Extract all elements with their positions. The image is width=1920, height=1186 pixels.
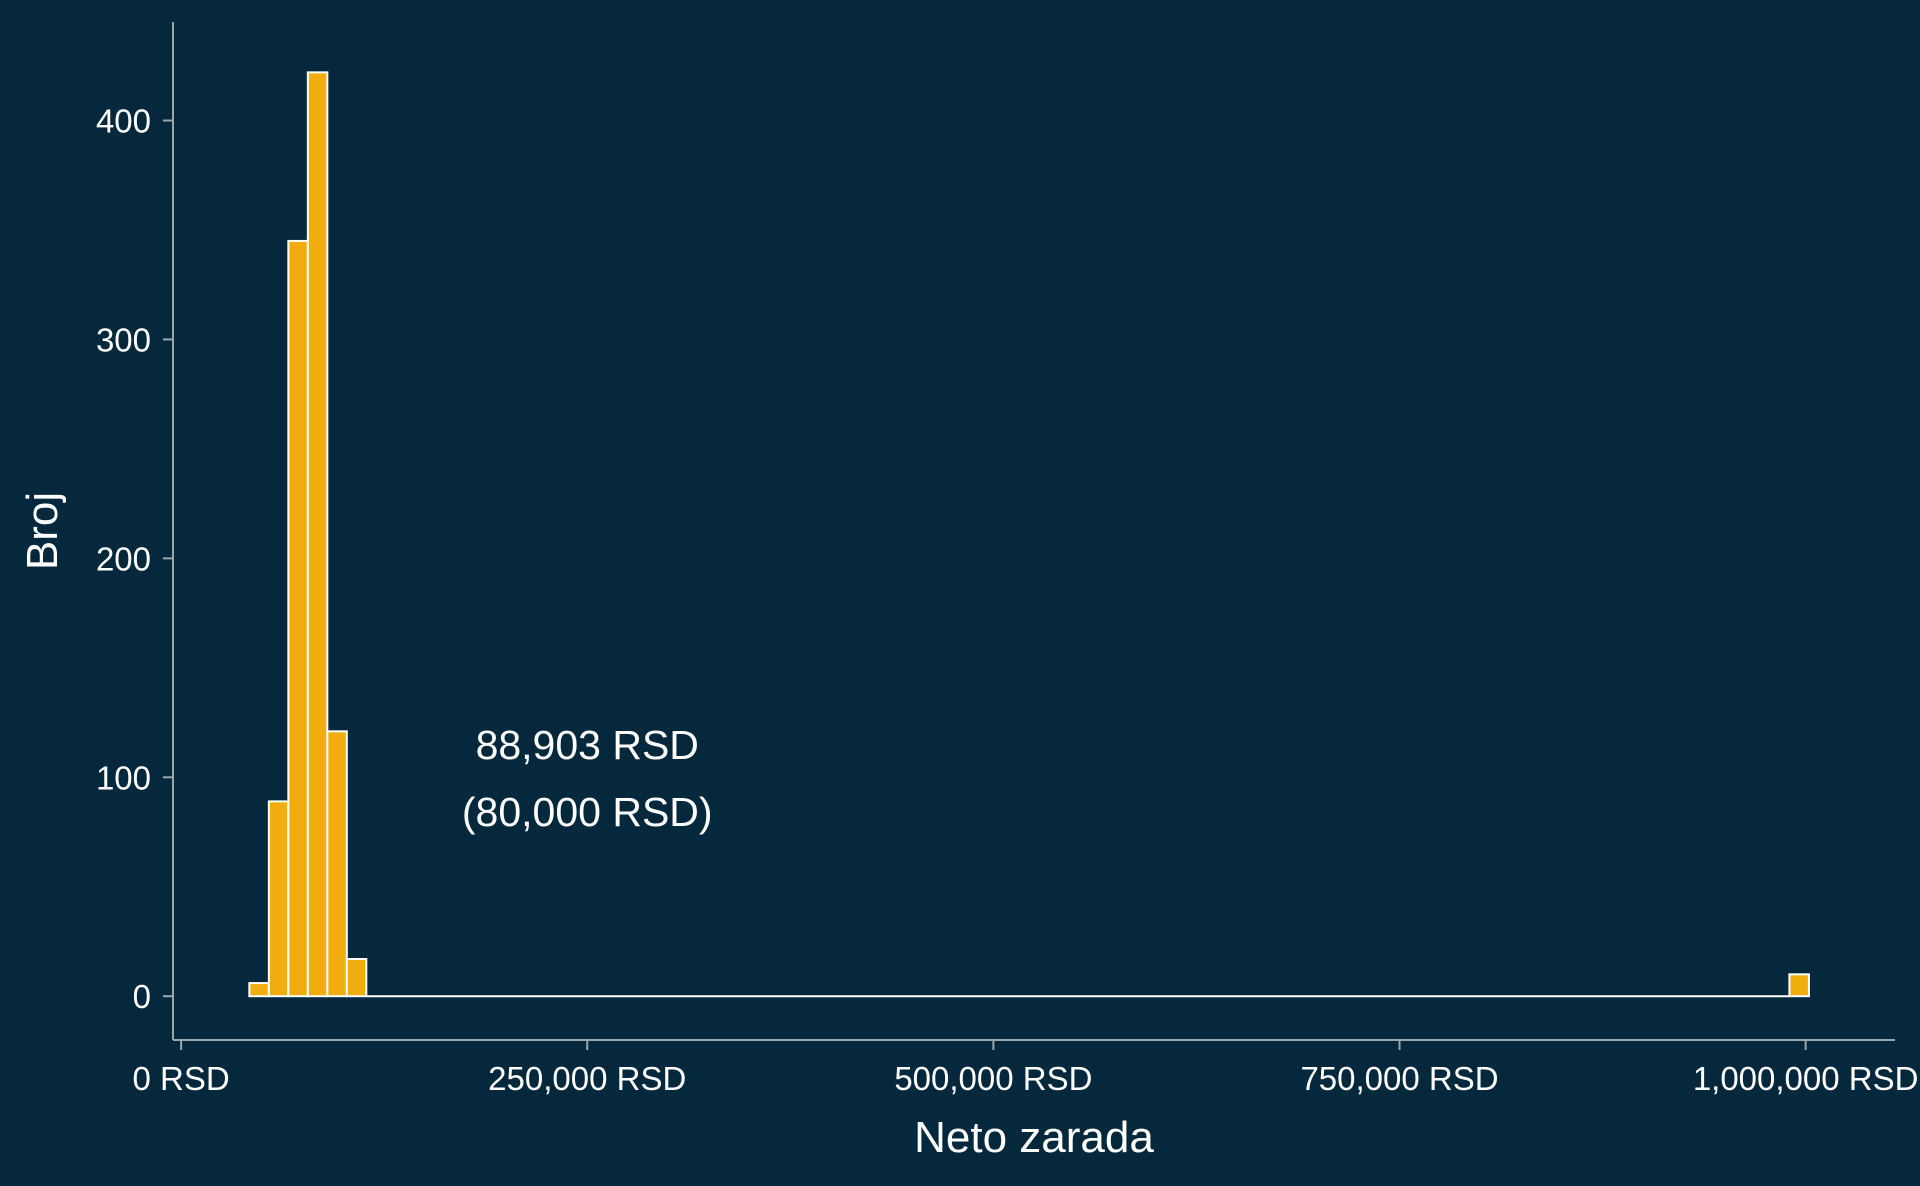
annotation-mean: 88,903 RSD [476,722,699,768]
x-tick-label: 500,000 RSD [894,1060,1092,1097]
y-tick-label: 400 [96,103,151,140]
y-tick-label: 300 [96,321,151,358]
histogram-bar [248,982,270,998]
histogram-bar [1788,973,1810,998]
histogram-bar [267,800,290,998]
y-tick-label: 0 [133,978,151,1015]
x-tick-label: 1,000,000 RSD [1693,1060,1919,1097]
histogram-bar [326,730,348,998]
histogram-bar [287,239,309,998]
x-tick-label: 750,000 RSD [1300,1060,1498,1097]
y-axis-title: Broj [18,492,67,570]
y-axis-ticks: 0 100 200 300 400 [96,103,173,1015]
y-tick-label: 100 [96,759,151,796]
histogram-bars [248,71,1810,998]
x-tick-label: 0 RSD [133,1060,230,1097]
histogram-bar [306,71,329,998]
x-tick-label: 250,000 RSD [488,1060,686,1097]
y-tick-label: 200 [96,540,151,577]
histogram-bar [345,957,368,998]
x-axis-title: Neto zarada [914,1113,1154,1162]
annotation-median: (80,000 RSD) [462,789,713,835]
x-axis-ticks: 0 RSD 250,000 RSD 500,000 RSD 750,000 RSD 1,… [133,1040,1919,1097]
